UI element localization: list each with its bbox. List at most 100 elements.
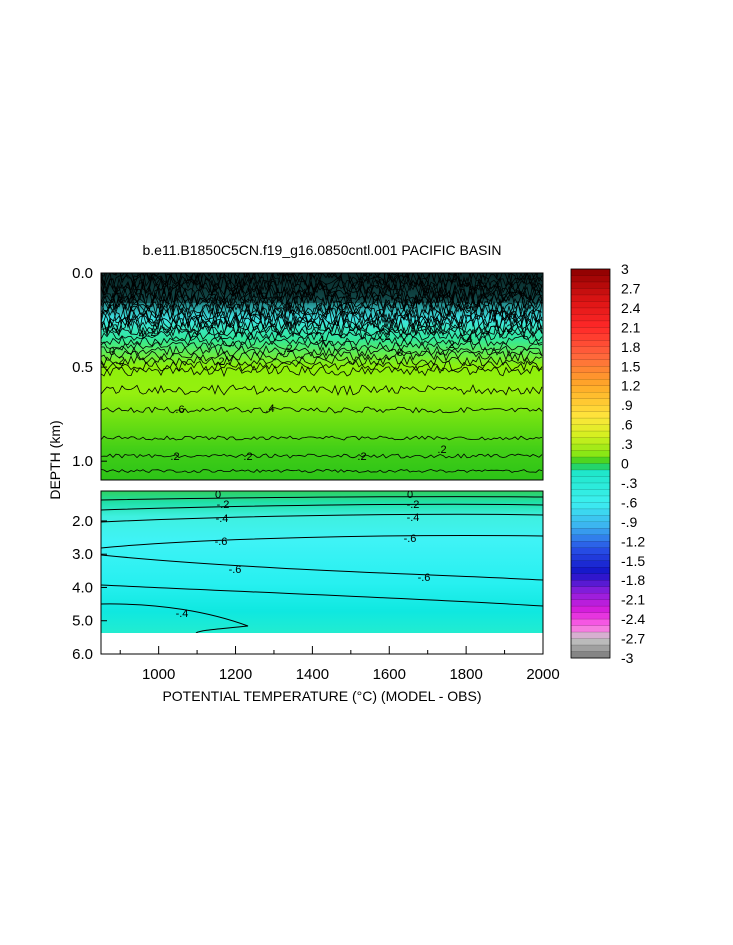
colorbar-band [571, 534, 610, 542]
contour-line [101, 384, 543, 397]
dense-contour-shade [101, 273, 543, 303]
colorbar-band [571, 495, 610, 503]
colorbar-band [571, 307, 610, 315]
contour-line [101, 340, 543, 352]
contour-label: .4 [315, 334, 324, 346]
contour-line [101, 503, 543, 511]
colorbar-band [571, 398, 610, 406]
colorbar-band [571, 469, 610, 477]
colorbar-label: 1.5 [621, 358, 641, 374]
colorbar-band [571, 463, 610, 471]
y-tick-label: 3.0 [72, 546, 93, 563]
colorbar-band [571, 372, 610, 380]
y-tick-label: 2.0 [72, 513, 93, 530]
upper-contour-labels: .40.2-.2 0.2.2.40.2.2.4.2.6.4.2.2.2.2 [109, 323, 513, 463]
colorbar-band [571, 353, 610, 361]
lower-panel-fill [101, 491, 543, 633]
colorbar-band [571, 638, 610, 646]
colorbar-label: -1.5 [621, 553, 645, 569]
colorbar-band [571, 632, 610, 640]
colorbar-band [571, 431, 610, 439]
y-axis-label: DEPTH (km) [47, 420, 63, 499]
contour-label: .4 [135, 329, 144, 341]
colorbar-label: 3 [621, 261, 629, 277]
y-axis-upper: 0.0 0.5 1.0 [72, 265, 107, 470]
chart-title: b.e11.B1850C5CN.f19_g16.0850cntl.001 PAC… [142, 242, 501, 258]
colorbar-band [571, 340, 610, 348]
colorbar-band [571, 424, 610, 432]
contour-label: -.6 [404, 533, 417, 545]
contour-label: .2 [381, 331, 390, 343]
colorbar-band [571, 573, 610, 581]
colorbar-label: 1.8 [621, 339, 641, 355]
contour-label: .4 [463, 333, 472, 345]
contour-line [101, 535, 543, 549]
contour-line [101, 309, 543, 331]
y-tick-label: 4.0 [72, 579, 93, 596]
contour-line [101, 349, 543, 362]
contour-line [101, 330, 543, 343]
contour-label: -.4 [216, 513, 229, 525]
contour-line [101, 296, 543, 320]
colorbar-band [571, 411, 610, 419]
colorbar-label: -.9 [621, 514, 638, 530]
contour-label: .2 [215, 356, 224, 368]
colorbar-frame [570, 268, 611, 659]
colorbar-band [571, 528, 610, 536]
contour-line [101, 345, 543, 357]
contour-line [101, 281, 543, 304]
contour-line [101, 314, 543, 337]
colorbar-label: -1.2 [621, 533, 645, 549]
contour-label: .4 [265, 403, 274, 415]
colorbar-label: 2.7 [621, 280, 641, 296]
colorbar-label: .3 [621, 436, 633, 452]
x-tick-label: 1800 [449, 666, 482, 683]
colorbar-band [571, 294, 610, 302]
y-tick-label: 1.0 [72, 453, 93, 470]
colorbar-band [571, 560, 610, 568]
colorbar-band [571, 651, 610, 659]
colorbar-band [571, 619, 610, 627]
colorbar-band [571, 392, 610, 400]
colorbar-band [571, 437, 610, 445]
colorbar-band [571, 541, 610, 549]
contour-line [101, 554, 543, 581]
colorbar-band [571, 269, 610, 276]
x-tick-label: 1200 [219, 666, 252, 683]
contour-label: -.6 [215, 536, 228, 548]
y-axis-lower: 2.0 3.0 4.0 5.0 6.0 [72, 513, 107, 663]
x-axis-label: POTENTIAL TEMPERATURE (°C) (MODEL - OBS) [162, 688, 481, 704]
colorbar-label: 1.2 [621, 378, 641, 394]
contour-line [101, 360, 543, 372]
colorbar-band [571, 301, 610, 309]
y-tick-label: 0.0 [72, 265, 93, 282]
contour-line [101, 335, 543, 347]
colorbar-band [571, 275, 610, 283]
x-tick-label: 2000 [526, 666, 559, 683]
contour-label: .6 [175, 404, 184, 416]
contour-label: .2 [170, 451, 179, 463]
colorbar-band [571, 346, 610, 354]
colorbar-label: -2.1 [621, 592, 645, 608]
contour-label: .2 [115, 355, 124, 367]
colorbar-band [571, 444, 610, 452]
y-tick-label: 6.0 [72, 646, 93, 663]
contour-label: -.2 [144, 327, 157, 339]
colorbar-band [571, 288, 610, 296]
contour-label: .2 [243, 451, 252, 463]
contour-line [101, 294, 543, 316]
colorbar-band [571, 359, 610, 367]
y-tick-label: 0.5 [72, 359, 93, 376]
contour-label: 0 [247, 331, 253, 343]
contour-label: .2 [357, 451, 366, 463]
contour-label: .2 [437, 444, 446, 456]
colorbar-band [571, 379, 610, 387]
colorbar-label: -2.7 [621, 631, 645, 647]
x-tick-label: 1400 [296, 666, 329, 683]
colorbar-band [571, 586, 610, 594]
contour-label: .2 [503, 323, 512, 335]
colorbar [570, 268, 611, 659]
colorbar-band [571, 508, 610, 516]
contour-line [101, 435, 543, 441]
